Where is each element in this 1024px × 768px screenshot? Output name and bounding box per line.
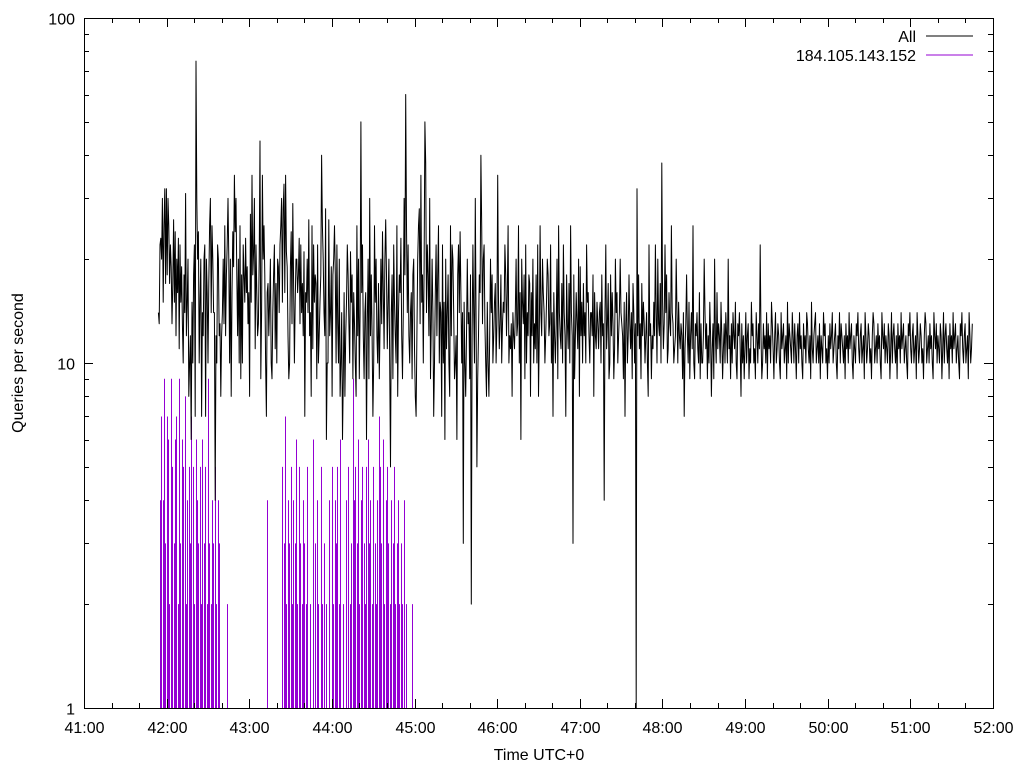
x-axis-title: Time UTC+0 xyxy=(494,747,585,764)
x-tick-label: 42:00 xyxy=(147,720,187,737)
ticks-layer xyxy=(84,18,994,709)
y-tick-label: 10 xyxy=(57,357,75,374)
x-tick-label: 41:00 xyxy=(64,720,104,737)
x-tick-label: 49:00 xyxy=(725,720,765,737)
x-tick-label: 47:00 xyxy=(560,720,600,737)
series-all-line xyxy=(157,60,973,709)
tick-labels-layer: 41:00 42:00 43:00 44:00 45:00 46:00 47:00 48:00… xyxy=(48,12,1013,738)
y-axis-title: Queries per second xyxy=(10,293,27,433)
y-tick-label: 1 xyxy=(66,702,75,719)
x-tick-label: 48:00 xyxy=(642,720,682,737)
y-tick-label: 100 xyxy=(48,12,75,29)
legend-entry-all: All xyxy=(898,29,973,46)
legend-label-ip: 184.105.143.152 xyxy=(796,48,916,65)
x-tick-label: 44:00 xyxy=(312,720,352,737)
x-tick-label: 50:00 xyxy=(808,720,848,737)
x-tick-label: 51:00 xyxy=(890,720,930,737)
legend-label-all: All xyxy=(898,29,916,46)
x-tick-label: 52:00 xyxy=(973,720,1013,737)
legend: All 184.105.143.152 xyxy=(796,29,973,65)
legend-entry-ip: 184.105.143.152 xyxy=(796,48,973,65)
series-layer xyxy=(157,60,973,709)
x-tick-label: 45:00 xyxy=(395,720,435,737)
x-tick-label: 46:00 xyxy=(477,720,517,737)
x-tick-label: 43:00 xyxy=(229,720,269,737)
